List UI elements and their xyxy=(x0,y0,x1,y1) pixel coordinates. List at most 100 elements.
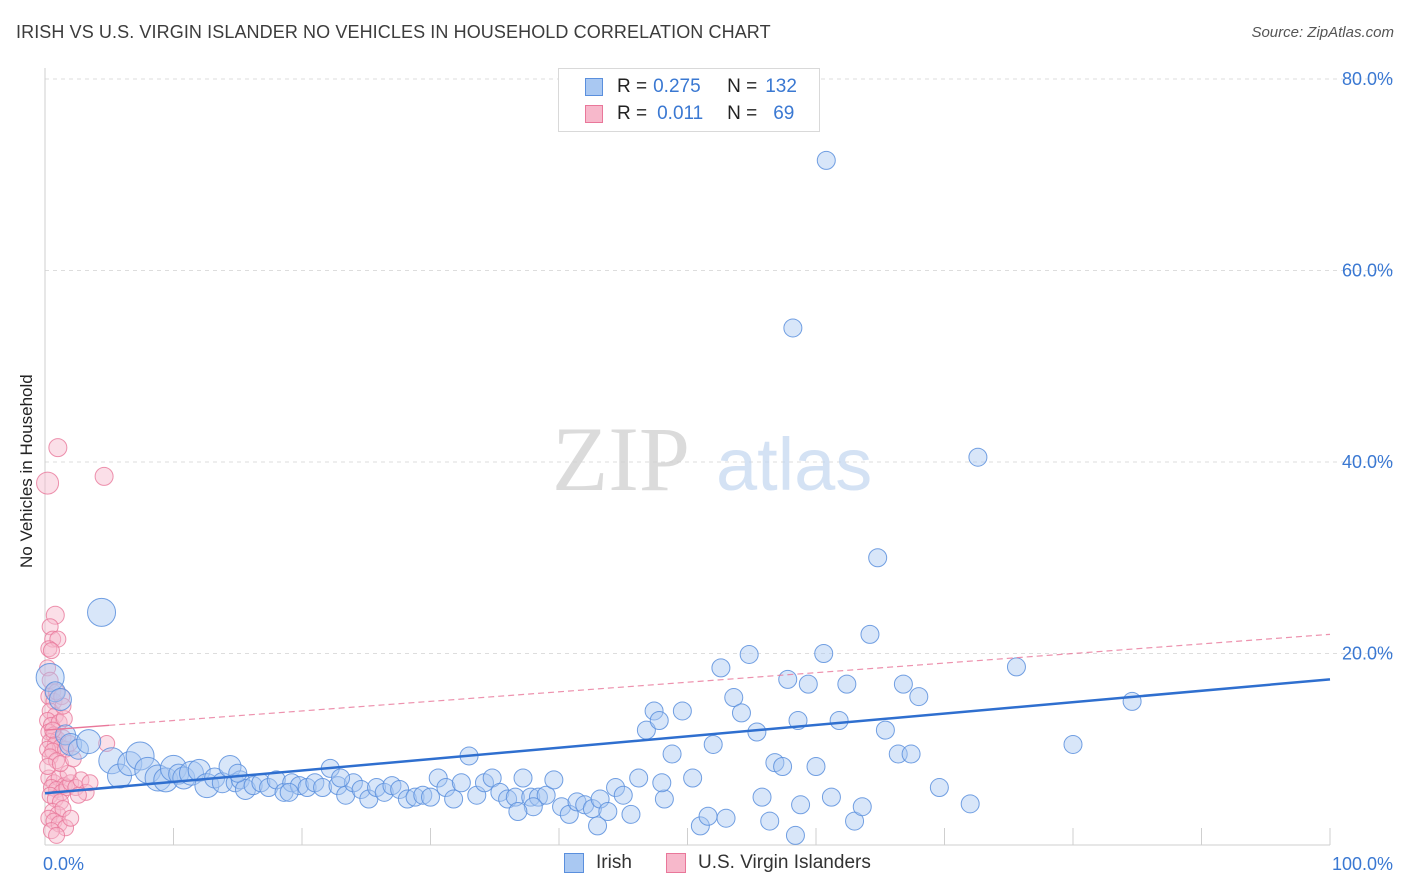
data-point-irish xyxy=(1122,691,1142,711)
data-point-irish xyxy=(752,787,772,807)
data-point-irish xyxy=(868,548,888,568)
data-point-irish xyxy=(829,711,849,731)
legend-r-value: 0.275 xyxy=(653,76,701,97)
data-point-irish xyxy=(313,778,333,798)
data-point-irish xyxy=(698,806,718,826)
data-point-irish xyxy=(582,799,602,819)
data-point-irish xyxy=(513,768,533,788)
legend-swatch-irish xyxy=(564,853,584,873)
data-point-irish xyxy=(821,787,841,807)
data-point-irish xyxy=(498,789,518,809)
y-tick-label: 20.0% xyxy=(1342,644,1393,664)
data-point-irish xyxy=(798,674,818,694)
tick-labels: 20.0% 40.0% 60.0% 80.0% 0.0% 100.0% xyxy=(43,69,1393,874)
data-point-irish xyxy=(806,756,826,776)
data-point-irish xyxy=(44,681,66,703)
legend-row-virgin-islanders: R = 0.011 N = 69 xyxy=(585,103,794,125)
data-point-virgin-islanders xyxy=(81,774,99,792)
data-point-irish xyxy=(760,811,780,831)
legend-label-virgin-islanders: U.S. Virgin Islanders xyxy=(698,852,871,873)
data-point-irish xyxy=(444,789,464,809)
data-point-virgin-islanders xyxy=(48,826,66,844)
data-point-irish xyxy=(739,644,759,664)
legend-swatch-virgin-islanders xyxy=(585,105,603,123)
data-point-irish xyxy=(860,624,880,644)
legend-r-value: 0.011 xyxy=(657,103,704,124)
data-point-irish xyxy=(875,720,895,740)
data-point-irish xyxy=(644,701,664,721)
data-point-irish xyxy=(331,768,351,788)
data-point-irish xyxy=(172,766,196,790)
data-point-irish xyxy=(153,767,179,793)
data-point-irish xyxy=(716,808,736,828)
data-point-irish xyxy=(613,785,633,805)
data-point-irish xyxy=(87,597,117,627)
data-point-virgin-islanders xyxy=(40,809,58,827)
data-point-virgin-islanders xyxy=(51,755,69,773)
data-point-irish xyxy=(629,768,649,788)
data-point-irish xyxy=(351,779,371,799)
data-point-irish xyxy=(816,150,836,170)
data-point-irish xyxy=(711,658,731,678)
legend-item-virgin-islanders[interactable]: U.S. Virgin Islanders xyxy=(666,852,871,874)
data-point-irish xyxy=(690,816,710,836)
correlation-legend: R = 0.275 N = 132 R = 0.011 N = 69 xyxy=(558,68,820,132)
data-point-irish xyxy=(731,703,751,723)
legend-r-label: R = xyxy=(617,103,648,124)
data-point-irish xyxy=(724,688,744,708)
data-point-irish xyxy=(76,729,102,755)
data-point-virgin-islanders xyxy=(45,605,65,625)
data-point-irish xyxy=(67,738,89,760)
y-axis-label: No Vehicles in Household xyxy=(17,374,36,568)
data-point-irish xyxy=(397,789,417,809)
data-point-irish xyxy=(289,776,309,796)
legend-n-label: N = xyxy=(727,76,758,97)
data-point-irish xyxy=(649,711,669,731)
data-point-irish xyxy=(747,722,767,742)
data-point-irish xyxy=(544,770,564,790)
data-point-virgin-islanders xyxy=(42,822,60,840)
chart-title: IRISH VS U.S. VIRGIN ISLANDER NO VEHICLE… xyxy=(16,22,771,42)
y-tick-label: 80.0% xyxy=(1342,69,1393,89)
data-point-irish xyxy=(901,744,921,764)
data-point-irish xyxy=(837,674,857,694)
data-point-irish xyxy=(893,674,913,694)
source-label: Source: ZipAtlas.com xyxy=(1251,24,1394,41)
data-point-irish xyxy=(683,768,703,788)
data-point-irish xyxy=(259,778,279,798)
series-legend: Irish U.S. Virgin Islanders xyxy=(0,852,1406,876)
data-point-irish xyxy=(508,801,528,821)
data-point-irish xyxy=(852,797,872,817)
data-point-irish xyxy=(228,763,248,783)
series-us-virgin-islanders xyxy=(36,438,116,844)
data-point-virgin-islanders xyxy=(40,640,58,658)
data-point-irish xyxy=(528,787,548,807)
data-point-irish xyxy=(654,789,674,809)
legend-item-irish[interactable]: Irish xyxy=(564,852,632,874)
data-point-irish xyxy=(606,778,626,798)
data-point-irish xyxy=(421,787,440,807)
data-point-irish xyxy=(48,687,72,711)
data-point-virgin-islanders xyxy=(48,438,68,458)
data-point-virgin-islanders xyxy=(41,618,59,636)
legend-n-value: 69 xyxy=(773,103,795,124)
data-point-irish xyxy=(1006,657,1026,677)
data-point-virgin-islanders xyxy=(94,466,114,486)
data-point-irish xyxy=(428,768,448,788)
data-point-irish xyxy=(1063,734,1083,754)
data-point-virgin-islanders xyxy=(55,710,73,728)
data-point-irish xyxy=(588,816,608,836)
data-point-irish xyxy=(343,773,363,793)
data-point-virgin-islanders xyxy=(39,757,57,775)
data-point-irish xyxy=(107,763,133,789)
data-point-irish xyxy=(374,782,394,802)
data-point-irish xyxy=(328,776,348,796)
data-point-irish xyxy=(791,795,811,815)
data-point-irish xyxy=(960,794,980,814)
trend-lines xyxy=(44,633,1331,795)
x-tick-label-min: 0.0% xyxy=(43,854,84,874)
data-point-irish xyxy=(909,687,929,707)
legend-swatch-virgin-islanders xyxy=(666,853,686,873)
data-point-irish xyxy=(436,778,456,798)
